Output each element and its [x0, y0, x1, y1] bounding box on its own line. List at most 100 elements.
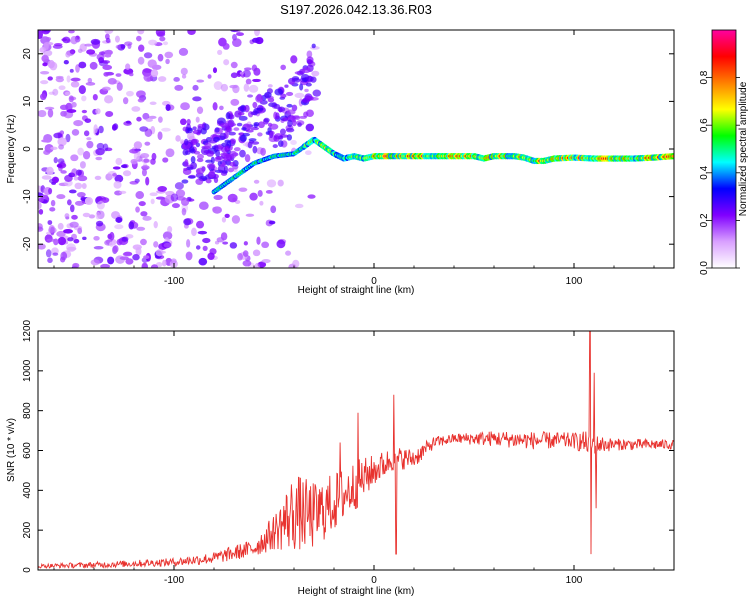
heatmap-cell [214, 127, 220, 133]
heatmap-cell [47, 108, 54, 118]
heatmap-cell [140, 152, 150, 159]
heatmap-cell [138, 44, 145, 52]
heatmap-cell [119, 190, 127, 194]
heatmap-cell [93, 245, 104, 250]
heatmap-cell [232, 38, 242, 48]
heatmap-cell [103, 71, 110, 77]
heatmap-cell [136, 35, 142, 42]
heatmap-cell [66, 109, 77, 114]
heatmap-cell [95, 211, 101, 220]
heatmap-cell [52, 88, 59, 96]
heatmap-cell [191, 138, 198, 146]
heatmap-cell [115, 255, 125, 264]
heatmap-cell [274, 88, 284, 96]
heatmap-cell [223, 154, 233, 162]
snr-y-tick-label: 1200 [22, 319, 33, 342]
heatmap-cell [236, 70, 242, 78]
heatmap-cell [252, 145, 258, 154]
heatmap-cell [198, 257, 208, 266]
heatmap-cell [221, 170, 228, 174]
heatmap-cell [263, 117, 270, 123]
snr-y-tick-label: 0 [22, 567, 33, 573]
heatmap-cell [86, 137, 92, 141]
heatmap-cell [150, 69, 159, 78]
heatmap-cell [125, 120, 131, 124]
heatmap-cell [225, 112, 231, 120]
heatmap-cell [222, 241, 229, 245]
heatmap-cell [43, 49, 53, 57]
heatmap-cell [109, 241, 115, 247]
heatmap-cell [175, 135, 181, 142]
heatmap-cell [79, 161, 86, 169]
heatmap-cell [142, 215, 152, 221]
heatmap-cell [191, 227, 197, 237]
heatmap-cell [40, 71, 50, 75]
heatmap-cell [238, 115, 248, 121]
heatmap-cell [162, 231, 173, 240]
snr-y-tick-label: 1000 [22, 359, 33, 382]
heatmap-cell [221, 216, 227, 223]
heatmap-cell [254, 30, 260, 37]
heatmap-cell [122, 252, 133, 257]
heatmap-cell [312, 89, 322, 97]
heatmap-cell [213, 177, 219, 184]
heatmap-cell [70, 154, 79, 162]
heatmap-cell [178, 47, 189, 56]
heatmap-cell [95, 148, 105, 156]
heatmap-cell [73, 176, 79, 181]
heatmap-cell [56, 164, 63, 168]
heatmap-cell [192, 126, 197, 131]
heatmap-cell [144, 128, 153, 137]
colorbar-tick-label: 0.4 [699, 165, 710, 179]
snr-series [38, 331, 674, 570]
heatmap-cell [236, 122, 243, 127]
heatmap-cell [195, 167, 205, 175]
heatmap-cell [157, 131, 163, 140]
heatmap-cell [69, 221, 79, 228]
heatmap-cell [286, 109, 296, 115]
heatmap-cell [256, 107, 264, 111]
heatmap-cell [71, 101, 77, 108]
heatmap-cell [38, 208, 44, 215]
heatmap-cell [252, 249, 261, 257]
heatmap-cell [107, 77, 117, 85]
heatmap-cell [230, 98, 240, 106]
snr-y-tick-label: 800 [22, 402, 33, 419]
heatmap-cell [195, 178, 204, 185]
heatmap-cell [253, 67, 261, 76]
heatmap-cell [265, 131, 270, 135]
heatmap-cell [192, 96, 202, 102]
heatmap-cell [196, 220, 205, 229]
heatmap-cell [57, 236, 67, 246]
heatmap-cell [131, 106, 141, 112]
heatmap-cell [197, 230, 208, 235]
heatmap-cell [41, 139, 51, 143]
figure-title: S197.2026.042.13.36.R03 [280, 2, 432, 17]
heatmap-cell [54, 43, 63, 47]
heatmap-cell [306, 50, 313, 58]
heatmap-cell [301, 67, 311, 74]
heatmap-cell [138, 201, 146, 207]
heatmap-cell [88, 214, 96, 219]
heatmap-cell [158, 116, 163, 123]
heatmap-cell [132, 244, 142, 251]
heatmap-cell [136, 90, 146, 98]
heatmap-cell [70, 204, 75, 213]
heatmap-cell [269, 130, 274, 139]
heatmap-cell [227, 193, 238, 203]
heatmap-cell [175, 189, 186, 198]
heatmap-cell [47, 220, 53, 226]
heatmap-cell [81, 183, 87, 189]
heatmap-cell [229, 242, 238, 249]
heatmap-cell [116, 82, 123, 91]
colorbar-tick-label: 0.2 [699, 213, 710, 227]
heatmap-cell [285, 250, 292, 256]
heatmap-cell [56, 230, 66, 238]
heatmap-cell [70, 36, 78, 45]
heatmap-cell [235, 30, 241, 33]
heatmap-cell [182, 149, 189, 156]
heatmap-cell [86, 49, 96, 55]
heatmap-cell [305, 82, 312, 87]
